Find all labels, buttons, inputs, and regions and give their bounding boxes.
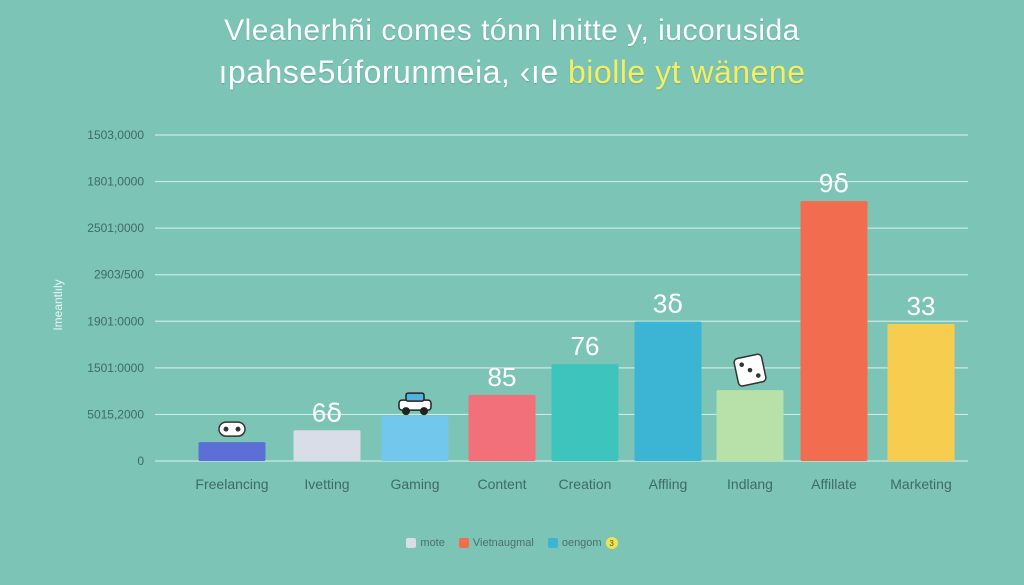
car-icon [398, 392, 432, 416]
x-tick-label: Affling [649, 476, 688, 492]
bar [551, 364, 619, 461]
x-tick-label: Content [477, 476, 526, 492]
legend-label: oengom [561, 537, 602, 549]
bar [468, 394, 536, 461]
bar-value-label: 33 [907, 291, 936, 321]
legend-item: mote [406, 537, 445, 549]
x-tick-label: Freelancing [195, 476, 268, 492]
y-tick-label: 1901:0000 [87, 314, 144, 328]
x-tick-label: Gaming [390, 476, 439, 492]
x-tick-label: Ivetting [304, 476, 349, 492]
y-tick-label: 0 [137, 454, 144, 468]
y-tick-label: 2903/500 [94, 268, 144, 282]
chart-title-line-2: ıpahse5úforunmeia, ‹ıe biolle yt wänene [0, 54, 1024, 91]
y-tick-label: 2501;0000 [87, 221, 144, 235]
bar [887, 323, 955, 461]
y-tick-label: 1503,0000 [87, 128, 144, 142]
bar-value-label: 76 [571, 331, 600, 361]
legend-swatch [547, 538, 558, 548]
bar [293, 430, 361, 461]
y-tick-label: 1801,0000 [87, 175, 144, 189]
bar-value-label: 6ẟ [312, 397, 342, 427]
legend-item: Vietnaugmal [458, 537, 534, 549]
bar [800, 201, 868, 461]
legend: mote Vietnaugmal oengom 3 [0, 537, 1024, 549]
legend-swatch [458, 538, 469, 548]
legend-item: oengom 3 [547, 537, 618, 549]
legend-badge: 3 [605, 537, 618, 549]
x-tick-label: Indlang [727, 476, 773, 492]
dice-icon [733, 353, 767, 387]
bar [716, 390, 784, 461]
bar-value-label: 3ẟ [653, 289, 683, 319]
chart-title-line-2-main: ıpahse5úforunmeia, ‹ıe [218, 54, 559, 90]
legend-swatch [406, 538, 417, 548]
legend-label: Vietnaugmal [472, 537, 534, 549]
bar-value-label: 9ẟ [819, 168, 849, 198]
x-tick-label: Affillate [811, 476, 857, 492]
bar [381, 416, 449, 461]
chart-title-line-1: Vleaherhñi comes tónn Initte y, iucorusi… [224, 14, 800, 47]
y-axis-label: Imeantlıly [51, 279, 65, 330]
bar [634, 321, 702, 461]
y-tick-label: 1501:0000 [87, 361, 144, 375]
x-tick-label: Marketing [890, 476, 951, 492]
gamepad-icon [218, 421, 246, 437]
bar-value-label: 85 [488, 362, 517, 392]
legend-label: mote [420, 537, 445, 549]
x-tick-label: Creation [559, 476, 612, 492]
chart-title-line-2-accent: biolle yt wänene [568, 54, 806, 90]
y-tick-label: 5015,2000 [87, 407, 144, 421]
bar [198, 442, 266, 461]
